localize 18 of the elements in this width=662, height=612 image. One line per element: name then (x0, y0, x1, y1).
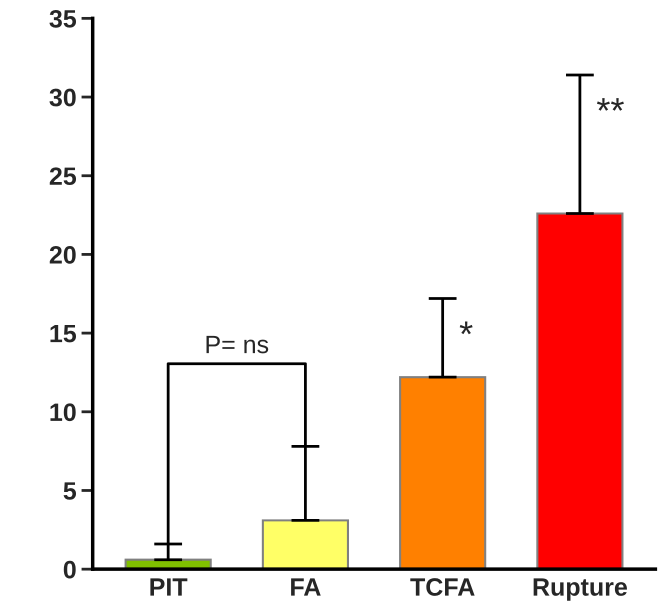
y-tick-label: 35 (49, 10, 76, 28)
y-tick-label: 15 (50, 324, 76, 342)
x-tick-label: Rupture (534, 578, 627, 601)
x-tick-label: FA (291, 578, 321, 596)
y-tick-label: 25 (50, 167, 76, 186)
annotation: * (460, 322, 473, 334)
annotation: ** (596, 98, 624, 111)
bar (536, 212, 624, 570)
bar (262, 519, 349, 570)
annotation: P= ns (206, 336, 268, 354)
y-tick-label: 0 (64, 560, 76, 578)
y-tick-label: 20 (50, 246, 76, 264)
y-tick-label: 5 (64, 482, 76, 500)
y-tick-label: 30 (49, 88, 76, 106)
y-tick-label: 10 (50, 403, 76, 422)
x-tick-label: TCFA (410, 578, 475, 596)
x-tick-label: PIT (150, 578, 188, 596)
bar (399, 376, 486, 570)
